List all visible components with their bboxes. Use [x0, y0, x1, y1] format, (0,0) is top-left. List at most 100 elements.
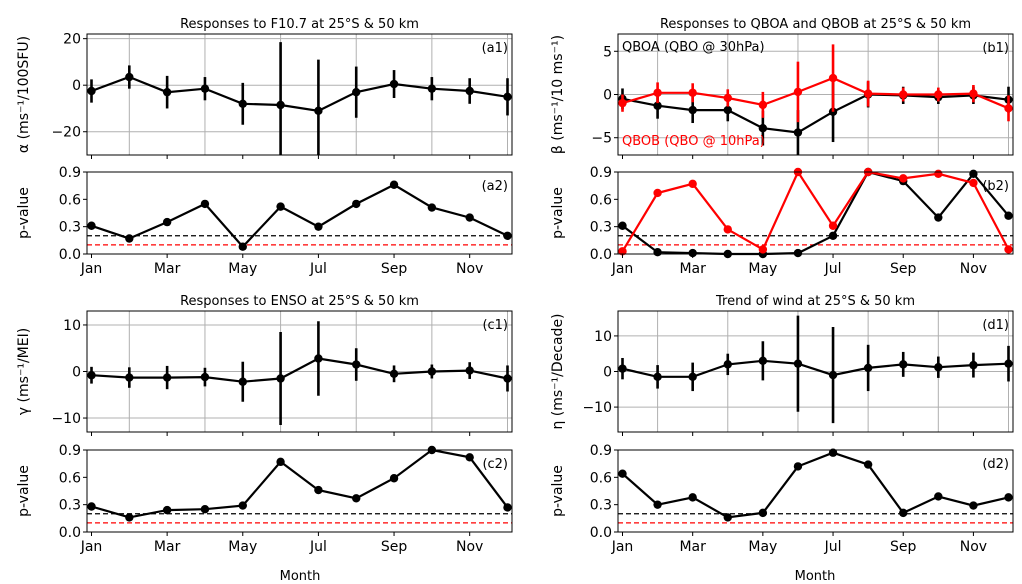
x-tick-label: May [228, 539, 257, 555]
data-point [465, 366, 473, 374]
panel-label: (d1) [982, 318, 1009, 333]
data-point [87, 371, 95, 379]
data-point [201, 505, 209, 513]
data-point [1004, 493, 1012, 501]
data-point [653, 373, 661, 381]
data-point [829, 222, 837, 230]
axes-frame [87, 34, 512, 155]
y-tick-label: 0.9 [59, 443, 81, 459]
series-line-main [92, 359, 508, 382]
data-point [1004, 359, 1012, 367]
y-tick-label: 10 [594, 329, 612, 345]
data-point [503, 232, 511, 240]
data-point [239, 501, 247, 509]
data-point [899, 90, 907, 98]
data-point [759, 245, 767, 253]
data-point [759, 101, 767, 109]
data-point [87, 87, 95, 95]
data-point [428, 84, 436, 92]
x-tick-label: Mar [154, 261, 181, 277]
y-tick-label: 10 [63, 318, 81, 334]
y-tick-label: 0.3 [59, 498, 81, 514]
data-point [759, 509, 767, 517]
x-tick-label: Jul [824, 539, 842, 555]
y-axis-label: η (ms⁻¹/Decade) [550, 313, 566, 429]
y-tick-label: 0 [603, 88, 612, 104]
data-point [759, 124, 767, 132]
x-tick-label: Mar [154, 539, 181, 555]
y-tick-label: 0.9 [590, 443, 612, 459]
data-point [934, 170, 942, 178]
series-line-main [92, 185, 508, 247]
data-point [239, 243, 247, 251]
data-point [688, 106, 696, 114]
y-tick-label: 0.3 [590, 498, 612, 514]
data-point [352, 360, 360, 368]
data-point [653, 248, 661, 256]
data-point [794, 249, 802, 257]
y-axis-label: β (ms⁻¹/10 ms⁻¹) [550, 35, 566, 154]
data-point [864, 89, 872, 97]
data-point [239, 100, 247, 108]
data-point [428, 367, 436, 375]
x-tick-label: Jan [80, 539, 103, 555]
data-point [163, 88, 171, 96]
y-tick-label: 0.0 [59, 247, 81, 263]
x-tick-label: Nov [456, 261, 483, 277]
data-point [934, 90, 942, 98]
data-point [934, 213, 942, 221]
axes-frame [618, 172, 1013, 254]
data-point [969, 179, 977, 187]
x-tick-label: Sep [381, 539, 408, 555]
panel-label: (a2) [482, 179, 508, 194]
data-point [688, 373, 696, 381]
data-point [503, 93, 511, 101]
x-tick-label: Sep [890, 539, 917, 555]
data-point [829, 74, 837, 82]
data-point [724, 225, 732, 233]
data-point [688, 493, 696, 501]
data-point [724, 94, 732, 102]
x-tick-label: Jul [824, 261, 842, 277]
y-tick-label: 5 [603, 44, 612, 60]
data-point [201, 200, 209, 208]
y-tick-label: −5 [591, 131, 612, 147]
data-point [503, 503, 511, 511]
data-point [314, 354, 322, 362]
y-tick-label: 0.6 [59, 470, 81, 486]
data-point [969, 501, 977, 509]
chart-title: Responses to F10.7 at 25°S & 50 km [180, 17, 419, 32]
y-axis-label: p-value [550, 465, 566, 517]
y-tick-label: 0.9 [590, 165, 612, 181]
data-point [618, 364, 626, 372]
data-point [653, 89, 661, 97]
data-point [163, 218, 171, 226]
data-point [87, 222, 95, 230]
y-tick-label: 0.0 [590, 525, 612, 541]
y-axis-label: γ (ms⁻¹/MEI) [16, 328, 32, 415]
data-point [724, 106, 732, 114]
series-line-qbob [623, 78, 1009, 108]
data-point [276, 202, 284, 210]
x-tick-label: Jul [309, 261, 327, 277]
data-point [1004, 245, 1012, 253]
x-tick-label: Jan [80, 261, 103, 277]
y-tick-label: 0.9 [59, 165, 81, 181]
x-tick-label: May [748, 261, 777, 277]
series-annotation: QBOA (QBO @ 30hPa) [622, 40, 765, 55]
data-point [899, 360, 907, 368]
series-line-main [623, 361, 1009, 377]
data-point [864, 364, 872, 372]
y-axis-label: p-value [16, 187, 32, 239]
y-tick-label: 0 [72, 78, 81, 94]
series-line-main [92, 450, 508, 517]
y-tick-label: 0.0 [59, 525, 81, 541]
y-tick-label: 0.6 [590, 470, 612, 486]
data-point [899, 509, 907, 517]
data-point [829, 232, 837, 240]
data-point [618, 469, 626, 477]
panel-label: (d2) [982, 457, 1009, 472]
y-axis-label: p-value [16, 465, 32, 517]
data-point [201, 84, 209, 92]
x-axis-label-right: Month [795, 569, 836, 584]
